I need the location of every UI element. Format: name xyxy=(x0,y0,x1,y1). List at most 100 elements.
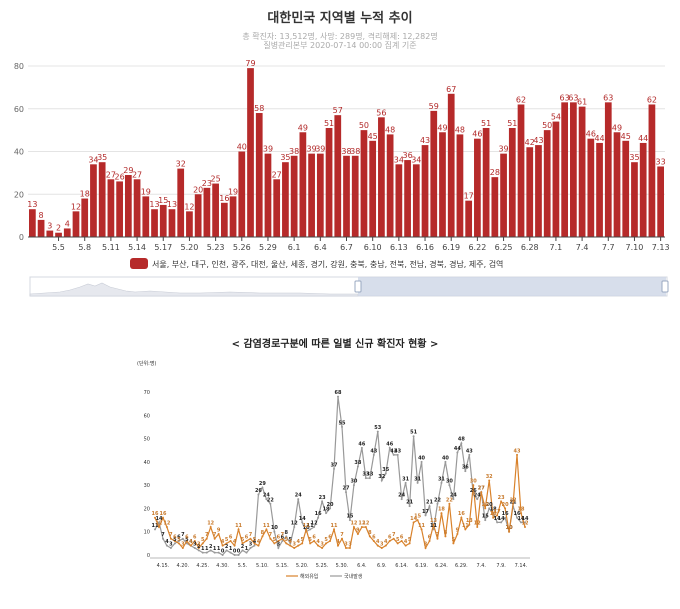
chart1-bar[interactable] xyxy=(255,113,263,237)
chart1-bar[interactable] xyxy=(63,228,71,237)
chart1-bar[interactable] xyxy=(46,230,54,237)
chart1-bar[interactable] xyxy=(72,211,80,237)
chart2-point-label-domestic: 5 xyxy=(289,537,293,543)
chart1-bar[interactable] xyxy=(465,200,473,237)
chart1-bar[interactable] xyxy=(412,164,420,237)
chart2-point-overseas xyxy=(408,542,411,545)
chart1-bar[interactable] xyxy=(378,117,385,237)
chart1-zoom-slider[interactable] xyxy=(29,276,669,297)
chart2-point-overseas xyxy=(352,526,355,529)
chart1-bar[interactable] xyxy=(578,106,586,237)
chart1-bar[interactable] xyxy=(369,140,377,237)
chart1-bar[interactable] xyxy=(439,132,446,237)
chart2-point-domestic xyxy=(340,425,343,428)
chart1-bar[interactable] xyxy=(508,127,516,237)
chart1-bar[interactable] xyxy=(142,196,150,237)
chart2-point-label-overseas: 6 xyxy=(400,535,404,541)
chart1-bar[interactable] xyxy=(447,93,455,237)
chart1-bar[interactable] xyxy=(343,155,350,237)
chart1-bar[interactable] xyxy=(570,102,577,238)
chart1-bar[interactable] xyxy=(587,138,595,237)
chart1-bar[interactable] xyxy=(81,198,89,237)
chart2-point-overseas xyxy=(261,535,264,538)
chart1-bar[interactable] xyxy=(247,68,254,237)
chart2-point-domestic xyxy=(448,484,451,487)
chart1-bar[interactable] xyxy=(37,219,45,237)
chart1-bar[interactable] xyxy=(613,132,621,237)
chart2-point-label-overseas: 7 xyxy=(436,532,440,538)
chart1-bar[interactable] xyxy=(203,187,211,237)
chart1-bar[interactable] xyxy=(334,115,342,237)
chart1-bar[interactable] xyxy=(360,130,368,237)
chart1-bar[interactable] xyxy=(90,164,97,237)
chart1-bar[interactable] xyxy=(124,175,132,237)
chart1-bar[interactable] xyxy=(133,179,141,237)
chart1-bar[interactable] xyxy=(561,102,569,238)
chart1-bar[interactable] xyxy=(604,102,612,238)
chart1-bar[interactable] xyxy=(229,196,237,237)
chart1-bar-label: 56 xyxy=(376,108,386,117)
chart1-bar[interactable] xyxy=(186,211,193,237)
chart1-bar[interactable] xyxy=(631,162,638,237)
chart1-bar[interactable] xyxy=(430,110,438,237)
chart2-point-label-overseas: 22 xyxy=(446,497,453,503)
chart1-bar[interactable] xyxy=(535,145,542,237)
chart1-legend-swatch[interactable] xyxy=(130,258,148,269)
chart1-bar[interactable] xyxy=(107,179,115,237)
zoom-selected-range[interactable] xyxy=(358,277,666,296)
chart1-bar[interactable] xyxy=(648,104,656,237)
chart2-point-overseas xyxy=(257,544,260,547)
chart1-bar[interactable] xyxy=(622,140,630,237)
chart1-bar[interactable] xyxy=(116,181,123,237)
chart1-bar[interactable] xyxy=(151,209,158,237)
chart1-bar[interactable] xyxy=(395,164,403,237)
chart1-bar[interactable] xyxy=(168,209,176,237)
chart1-bar[interactable] xyxy=(482,127,490,237)
chart1-bar[interactable] xyxy=(238,151,246,238)
chart1-bar[interactable] xyxy=(325,127,333,237)
chart1-bar[interactable] xyxy=(552,121,560,237)
chart2-point-overseas xyxy=(384,544,387,547)
chart1-bar[interactable] xyxy=(299,132,307,237)
chart1-bar[interactable] xyxy=(596,142,603,237)
chart1-x-tick: 5.23 xyxy=(207,243,225,252)
chart1-bar[interactable] xyxy=(543,130,551,237)
chart1-bar[interactable] xyxy=(194,194,202,237)
chart1-bar[interactable] xyxy=(474,138,481,237)
chart1-bar[interactable] xyxy=(421,145,429,237)
chart2-point-domestic xyxy=(221,554,224,556)
chart1-bar[interactable] xyxy=(177,168,185,237)
chart1-bar[interactable] xyxy=(351,155,359,237)
chart1-bar[interactable] xyxy=(500,153,507,237)
zoom-handle-right[interactable] xyxy=(661,280,669,293)
chart1-bar[interactable] xyxy=(273,179,281,237)
chart2-point-label-domestic: 1 xyxy=(205,546,209,552)
chart1-bar[interactable] xyxy=(639,142,647,237)
chart1-bar[interactable] xyxy=(308,153,315,237)
chart1-bar[interactable] xyxy=(526,147,534,237)
chart1-bar[interactable] xyxy=(404,160,411,237)
chart2-point-overseas xyxy=(344,547,347,550)
chart1-bar[interactable] xyxy=(98,162,106,237)
chart2-point-domestic xyxy=(197,549,200,552)
chart1-bar[interactable] xyxy=(264,153,272,237)
chart1-bar[interactable] xyxy=(491,177,499,237)
chart1-bar[interactable] xyxy=(29,209,36,237)
chart1-bar[interactable] xyxy=(657,166,664,237)
chart1-bar[interactable] xyxy=(517,104,525,237)
chart2-point-label-overseas: 16 xyxy=(458,511,465,517)
chart1-bar[interactable] xyxy=(212,183,219,237)
chart1-bar[interactable] xyxy=(316,153,324,237)
zoom-handle-left[interactable] xyxy=(354,280,362,293)
chart1-bar[interactable] xyxy=(159,204,167,237)
chart1-bar[interactable] xyxy=(386,134,394,237)
chart1-legend-label[interactable]: 서울, 부산, 대구, 인천, 광주, 대전, 울산, 세종, 경기, 강원, … xyxy=(152,259,503,269)
chart1-bar[interactable] xyxy=(55,232,62,237)
chart1-bar[interactable] xyxy=(282,162,289,237)
chart2-point-overseas xyxy=(237,528,240,531)
chart1-bar[interactable] xyxy=(456,134,464,237)
chart1-bar[interactable] xyxy=(220,202,228,237)
chart1-bar[interactable] xyxy=(290,155,298,237)
